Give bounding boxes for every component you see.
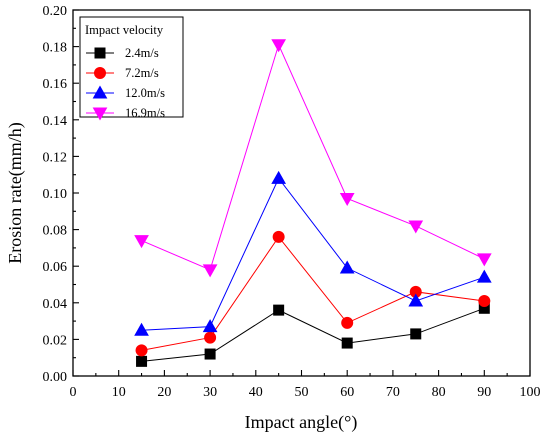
data-point <box>136 355 148 367</box>
x-tick-label: 100 <box>520 385 541 400</box>
data-point <box>272 230 285 243</box>
legend-label: 7.2m/s <box>125 66 159 80</box>
series-12.0m/s <box>134 170 492 336</box>
series-16.9m/s <box>134 39 492 278</box>
y-tick-label: 0.12 <box>43 150 68 165</box>
x-axis-ticks: 0 10 20 30 40 50 60 70 80 90 100 <box>70 370 541 400</box>
series-line <box>141 43 485 271</box>
plot-frame <box>72 9 531 377</box>
x-tick-label: 70 <box>386 385 400 400</box>
legend: Impact velocity 2.4m/s 7.2m/s 12.0m/s 16.9m… <box>79 16 184 121</box>
data-point <box>476 253 492 267</box>
y-tick-label: 0.02 <box>43 333 68 348</box>
legend-item: 12.0m/s <box>86 85 165 100</box>
data-point <box>135 344 148 357</box>
data-point <box>202 319 218 333</box>
legend-items: 2.4m/s 7.2m/s 12.0m/s 16.9m/s <box>86 46 165 121</box>
series-line <box>141 307 485 362</box>
data-point <box>408 220 424 234</box>
legend-item: 16.9m/s <box>86 106 165 121</box>
data-point <box>341 316 354 329</box>
x-tick-label: 60 <box>340 385 354 400</box>
legend-item: 2.4m/s <box>86 46 159 60</box>
y-tick-label: 0.16 <box>43 77 68 92</box>
series-line <box>141 236 485 351</box>
y-axis-title: Erosion rate(mm/h) <box>5 122 26 263</box>
x-tick-label: 10 <box>112 385 126 400</box>
data-point <box>204 331 217 344</box>
series-layer <box>134 39 492 367</box>
y-tick-label: 0.14 <box>43 114 68 129</box>
x-tick-label: 40 <box>249 385 263 400</box>
legend-label: 2.4m/s <box>125 46 159 60</box>
x-tick-label: 50 <box>295 385 309 400</box>
legend-title: Impact velocity <box>85 23 164 37</box>
x-tick-label: 80 <box>432 385 446 400</box>
data-point <box>204 348 216 360</box>
data-point <box>478 294 491 307</box>
legend-item: 7.2m/s <box>86 66 159 80</box>
data-point <box>341 337 353 349</box>
legend-box <box>79 16 184 118</box>
y-tick-label: 0.18 <box>43 41 68 56</box>
data-point <box>273 304 285 316</box>
data-point <box>339 260 355 274</box>
data-point <box>134 235 149 249</box>
y-axis-ticks: 0.00 0.02 0.04 0.06 0.08 0.10 0.12 0.14 0.16 0.18… <box>43 4 79 385</box>
legend-marker <box>92 107 108 121</box>
y-tick-label: 0.08 <box>43 224 68 239</box>
x-tick-label: 20 <box>157 385 171 400</box>
series-2.4m/s <box>136 302 490 367</box>
series-7.2m/s <box>135 230 491 357</box>
y-tick-label: 0.06 <box>43 260 68 275</box>
y-tick-label: 0.20 <box>43 4 68 19</box>
x-tick-label: 0 <box>70 385 77 400</box>
legend-marker <box>94 47 106 59</box>
data-point <box>410 328 422 340</box>
series-line <box>141 177 485 331</box>
x-tick-label: 30 <box>203 385 217 400</box>
x-tick-label: 90 <box>477 385 491 400</box>
y-tick-label: 0.10 <box>43 187 68 202</box>
data-point <box>134 322 149 336</box>
data-point <box>202 264 218 278</box>
legend-label: 16.9m/s <box>125 106 165 120</box>
y-tick-label: 0.00 <box>43 370 68 385</box>
data-point <box>339 192 355 207</box>
legend-marker <box>92 85 108 99</box>
data-point <box>408 293 424 307</box>
x-axis-title: Impact angle(°) <box>245 412 358 433</box>
data-point <box>271 39 287 53</box>
legend-label: 12.0m/s <box>125 86 165 100</box>
y-tick-label: 0.04 <box>43 297 68 312</box>
data-point <box>271 170 287 184</box>
data-point <box>476 269 492 283</box>
legend-marker <box>94 67 106 79</box>
